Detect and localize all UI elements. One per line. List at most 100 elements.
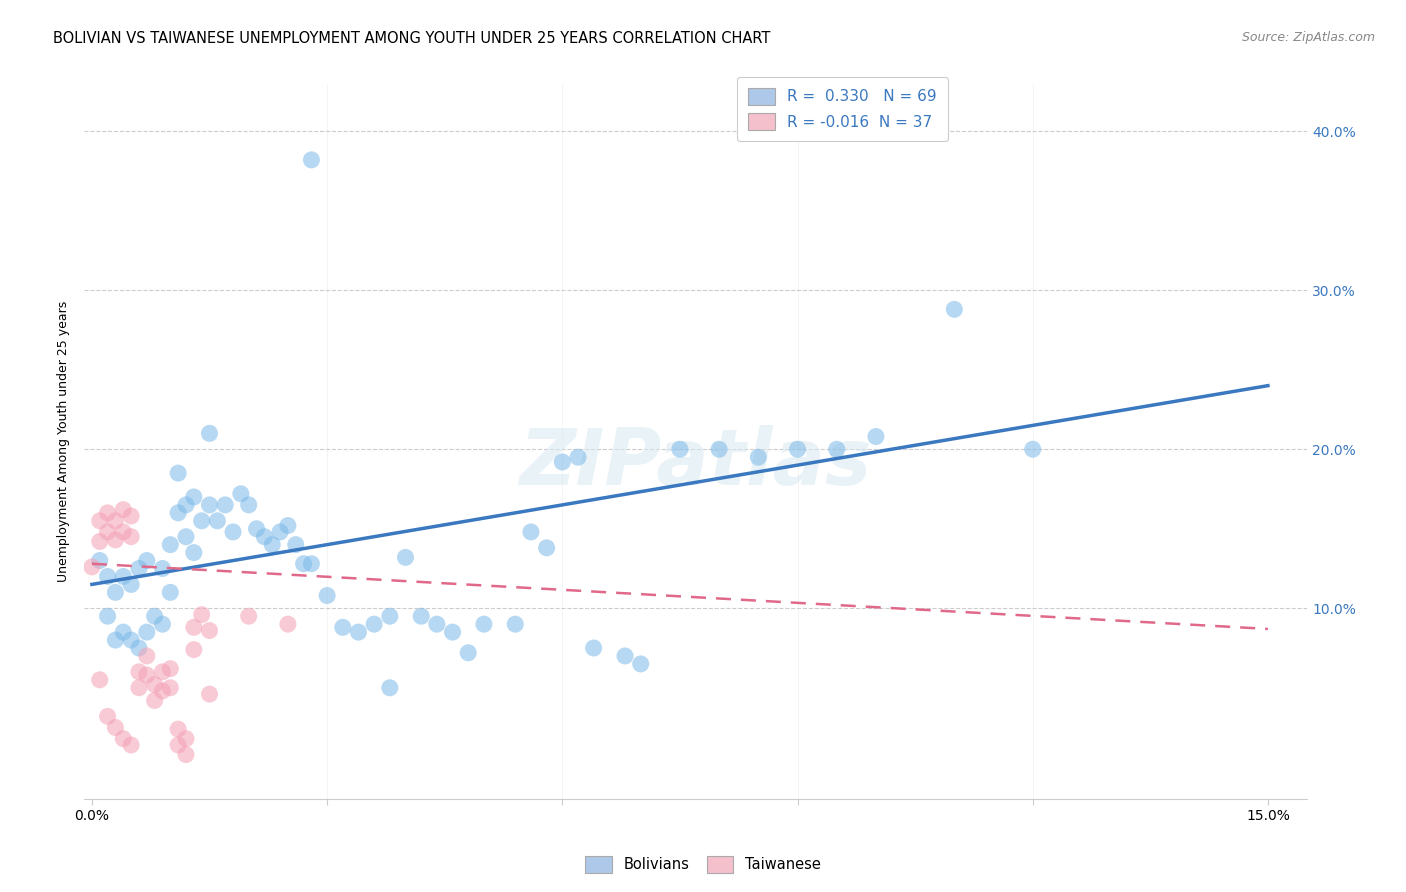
Point	[378, 681, 401, 695]
Text: Source: ZipAtlas.com: Source: ZipAtlas.com	[1241, 31, 1375, 45]
Point	[253, 530, 276, 544]
Point	[112, 524, 135, 539]
Point	[582, 640, 605, 655]
Point	[472, 617, 495, 632]
Point	[520, 524, 543, 539]
Point	[943, 302, 966, 317]
Point	[198, 687, 221, 701]
Point	[198, 426, 221, 441]
Point	[104, 721, 127, 735]
Point	[167, 738, 190, 752]
Point	[1022, 442, 1045, 457]
Point	[630, 657, 652, 671]
Point	[277, 617, 299, 632]
Point	[143, 677, 166, 691]
Point	[104, 533, 127, 547]
Point	[174, 747, 197, 762]
Point	[97, 506, 120, 520]
Point	[152, 617, 174, 632]
Point	[120, 577, 142, 591]
Point	[120, 530, 142, 544]
Text: ZIPatlas: ZIPatlas	[519, 425, 872, 500]
Point	[89, 514, 111, 528]
Point	[152, 665, 174, 679]
Point	[567, 450, 589, 465]
Point	[167, 506, 190, 520]
Point	[825, 442, 848, 457]
Point	[190, 514, 212, 528]
Point	[284, 538, 307, 552]
Point	[669, 442, 692, 457]
Point	[786, 442, 808, 457]
Point	[135, 668, 157, 682]
Point	[183, 620, 205, 634]
Point	[143, 693, 166, 707]
Point	[104, 514, 127, 528]
Point	[245, 522, 267, 536]
Point	[292, 557, 315, 571]
Legend: Bolivians, Taiwanese: Bolivians, Taiwanese	[578, 849, 828, 880]
Point	[167, 722, 190, 736]
Point	[190, 607, 212, 622]
Point	[183, 642, 205, 657]
Point	[112, 731, 135, 746]
Point	[426, 617, 449, 632]
Point	[89, 553, 111, 567]
Point	[128, 640, 150, 655]
Point	[174, 530, 197, 544]
Point	[128, 681, 150, 695]
Point	[614, 648, 637, 663]
Point	[411, 609, 433, 624]
Point	[363, 617, 385, 632]
Point	[152, 684, 174, 698]
Point	[207, 514, 229, 528]
Point	[332, 620, 354, 634]
Point	[347, 625, 370, 640]
Point	[198, 498, 221, 512]
Point	[183, 490, 205, 504]
Text: BOLIVIAN VS TAIWANESE UNEMPLOYMENT AMONG YOUTH UNDER 25 YEARS CORRELATION CHART: BOLIVIAN VS TAIWANESE UNEMPLOYMENT AMONG…	[53, 31, 770, 46]
Point	[120, 738, 142, 752]
Point	[301, 153, 323, 167]
Point	[112, 569, 135, 583]
Point	[104, 633, 127, 648]
Point	[238, 609, 260, 624]
Point	[152, 561, 174, 575]
Point	[214, 498, 236, 512]
Point	[128, 665, 150, 679]
Point	[229, 487, 252, 501]
Point	[316, 589, 339, 603]
Point	[238, 498, 260, 512]
Point	[97, 609, 120, 624]
Point	[97, 709, 120, 723]
Point	[159, 538, 181, 552]
Point	[128, 561, 150, 575]
Point	[536, 541, 558, 555]
Point	[865, 429, 887, 443]
Point	[97, 569, 120, 583]
Point	[378, 609, 401, 624]
Point	[394, 550, 416, 565]
Legend: R =  0.330   N = 69, R = -0.016  N = 37: R = 0.330 N = 69, R = -0.016 N = 37	[737, 77, 948, 141]
Point	[159, 585, 181, 599]
Point	[135, 648, 157, 663]
Point	[441, 625, 464, 640]
Point	[277, 518, 299, 533]
Point	[457, 646, 479, 660]
Y-axis label: Unemployment Among Youth under 25 years: Unemployment Among Youth under 25 years	[58, 301, 70, 582]
Point	[112, 502, 135, 516]
Point	[135, 625, 157, 640]
Point	[143, 609, 166, 624]
Point	[301, 557, 323, 571]
Point	[159, 681, 181, 695]
Point	[120, 509, 142, 524]
Point	[707, 442, 730, 457]
Point	[198, 624, 221, 638]
Point	[112, 625, 135, 640]
Point	[80, 560, 103, 574]
Point	[174, 498, 197, 512]
Point	[551, 455, 574, 469]
Point	[120, 633, 142, 648]
Point	[97, 524, 120, 539]
Point	[159, 662, 181, 676]
